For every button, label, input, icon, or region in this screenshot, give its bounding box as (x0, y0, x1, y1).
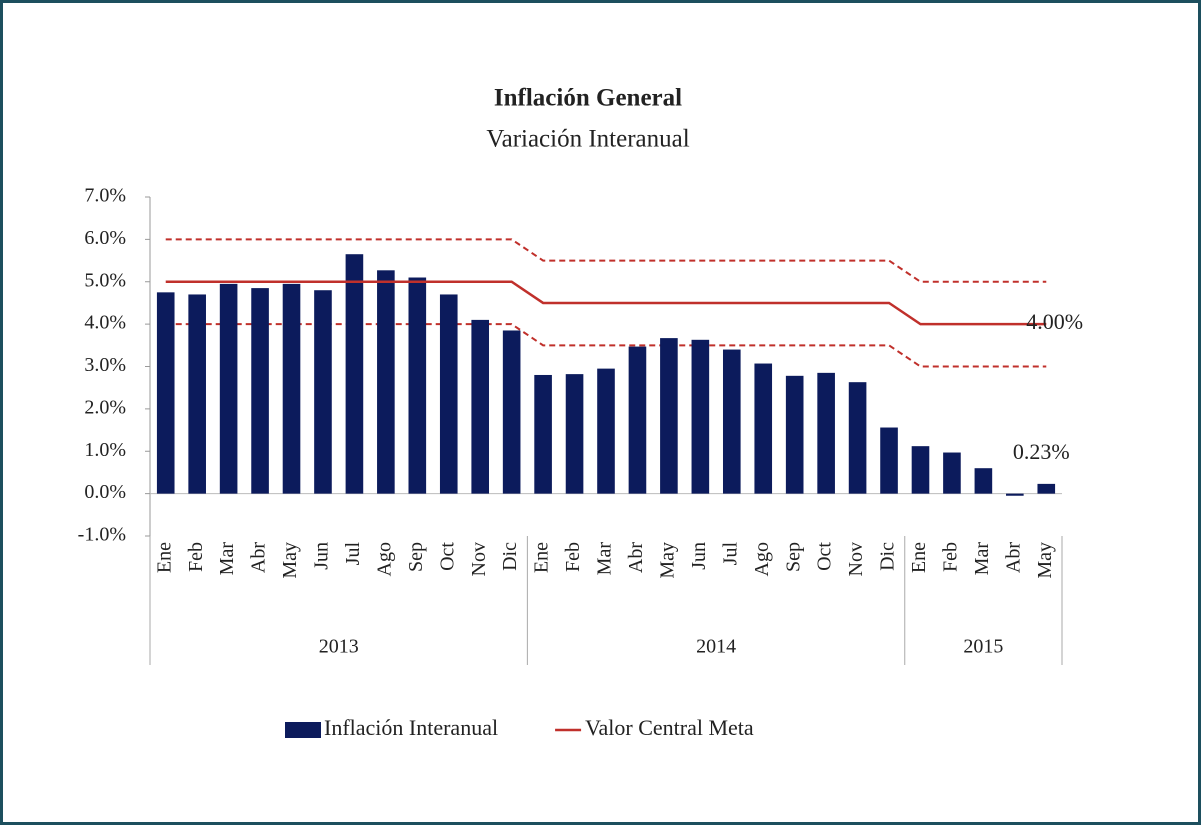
y-tick-label: 1.0% (84, 439, 126, 461)
bar (188, 294, 206, 494)
chart-subtitle: Variación Interanual (486, 126, 689, 153)
bar (314, 290, 332, 494)
y-tick-label: 3.0% (84, 354, 126, 376)
x-tick-label: Ene (908, 542, 930, 573)
x-tick-label: Oct (814, 542, 836, 571)
x-tick-label: May (656, 542, 678, 579)
bar (1006, 493, 1024, 496)
bar (408, 277, 427, 494)
x-tick-label: Sep (782, 542, 804, 572)
x-tick-label: Feb (940, 542, 962, 572)
bar (660, 338, 678, 494)
legend-swatch (285, 722, 321, 738)
group-label: 2015 (963, 636, 1003, 658)
x-tick-label: Feb (185, 542, 207, 572)
bar (785, 375, 804, 494)
x-tick-label: May (279, 542, 301, 579)
bar (974, 468, 993, 494)
y-tick-label: 5.0% (84, 269, 126, 291)
target-range-line (165, 323, 1047, 368)
legend-label: Valor Central Meta (585, 715, 754, 740)
x-tick-label: Jun (688, 542, 710, 570)
bar (817, 372, 835, 494)
x-tick-label: Abr (1002, 542, 1024, 573)
bar (1037, 483, 1056, 494)
group-label: 2014 (696, 636, 736, 658)
x-tick-label: Mar (594, 542, 616, 576)
bar (219, 283, 238, 494)
bar (722, 349, 741, 494)
x-tick-label: Abr (248, 542, 270, 573)
line (165, 280, 1047, 326)
bar (345, 254, 364, 494)
bar (628, 346, 647, 494)
y-tick-label: 2.0% (84, 396, 126, 418)
x-tick-label: May (1034, 542, 1056, 579)
bar (377, 270, 395, 494)
x-tick-label: Mar (216, 542, 238, 576)
bar (502, 330, 521, 494)
y-tick-label: -1.0% (78, 524, 126, 546)
bar (597, 368, 615, 494)
x-tick-label: Feb (562, 542, 584, 572)
y-tick-label: 6.0% (84, 227, 126, 249)
x-tick-label: Oct (436, 542, 458, 571)
bar (534, 374, 552, 494)
bar (911, 446, 930, 494)
x-tick-label: Ago (751, 542, 773, 576)
bar (880, 427, 898, 494)
bar (156, 292, 175, 494)
bar (943, 452, 961, 494)
bar (754, 363, 773, 494)
x-tick-label: Ago (373, 542, 395, 576)
bar (471, 319, 490, 494)
y-tick-label: 7.0% (84, 185, 126, 207)
y-tick-label: 0.0% (84, 481, 126, 503)
x-tick-label: Dic (877, 542, 899, 571)
x-tick-label: Jul (719, 542, 741, 566)
chart-title: Inflación General (494, 85, 682, 112)
x-tick-label: Ene (531, 542, 553, 573)
x-tick-label: Sep (405, 542, 427, 572)
x-tick-label: Jun (311, 542, 333, 570)
x-tick-label: Jul (342, 542, 364, 566)
group-label: 2013 (319, 636, 359, 658)
bar (251, 288, 269, 494)
data-label: 4.00% (1026, 309, 1083, 334)
x-tick-label: Nov (468, 542, 490, 576)
bar (691, 339, 710, 494)
bar (282, 283, 301, 494)
legend-label: Inflación Interanual (324, 715, 498, 740)
target-range-line (165, 238, 1047, 283)
x-tick-label: Ene (153, 542, 175, 573)
data-label: 0.23% (1013, 439, 1070, 464)
bar (565, 374, 584, 494)
x-tick-label: Mar (971, 542, 993, 576)
y-tick-label: 4.0% (84, 312, 126, 334)
bar (848, 382, 867, 494)
bar (439, 294, 458, 494)
x-tick-label: Dic (499, 542, 521, 571)
x-tick-label: Abr (625, 542, 647, 573)
x-tick-label: Nov (845, 542, 867, 576)
